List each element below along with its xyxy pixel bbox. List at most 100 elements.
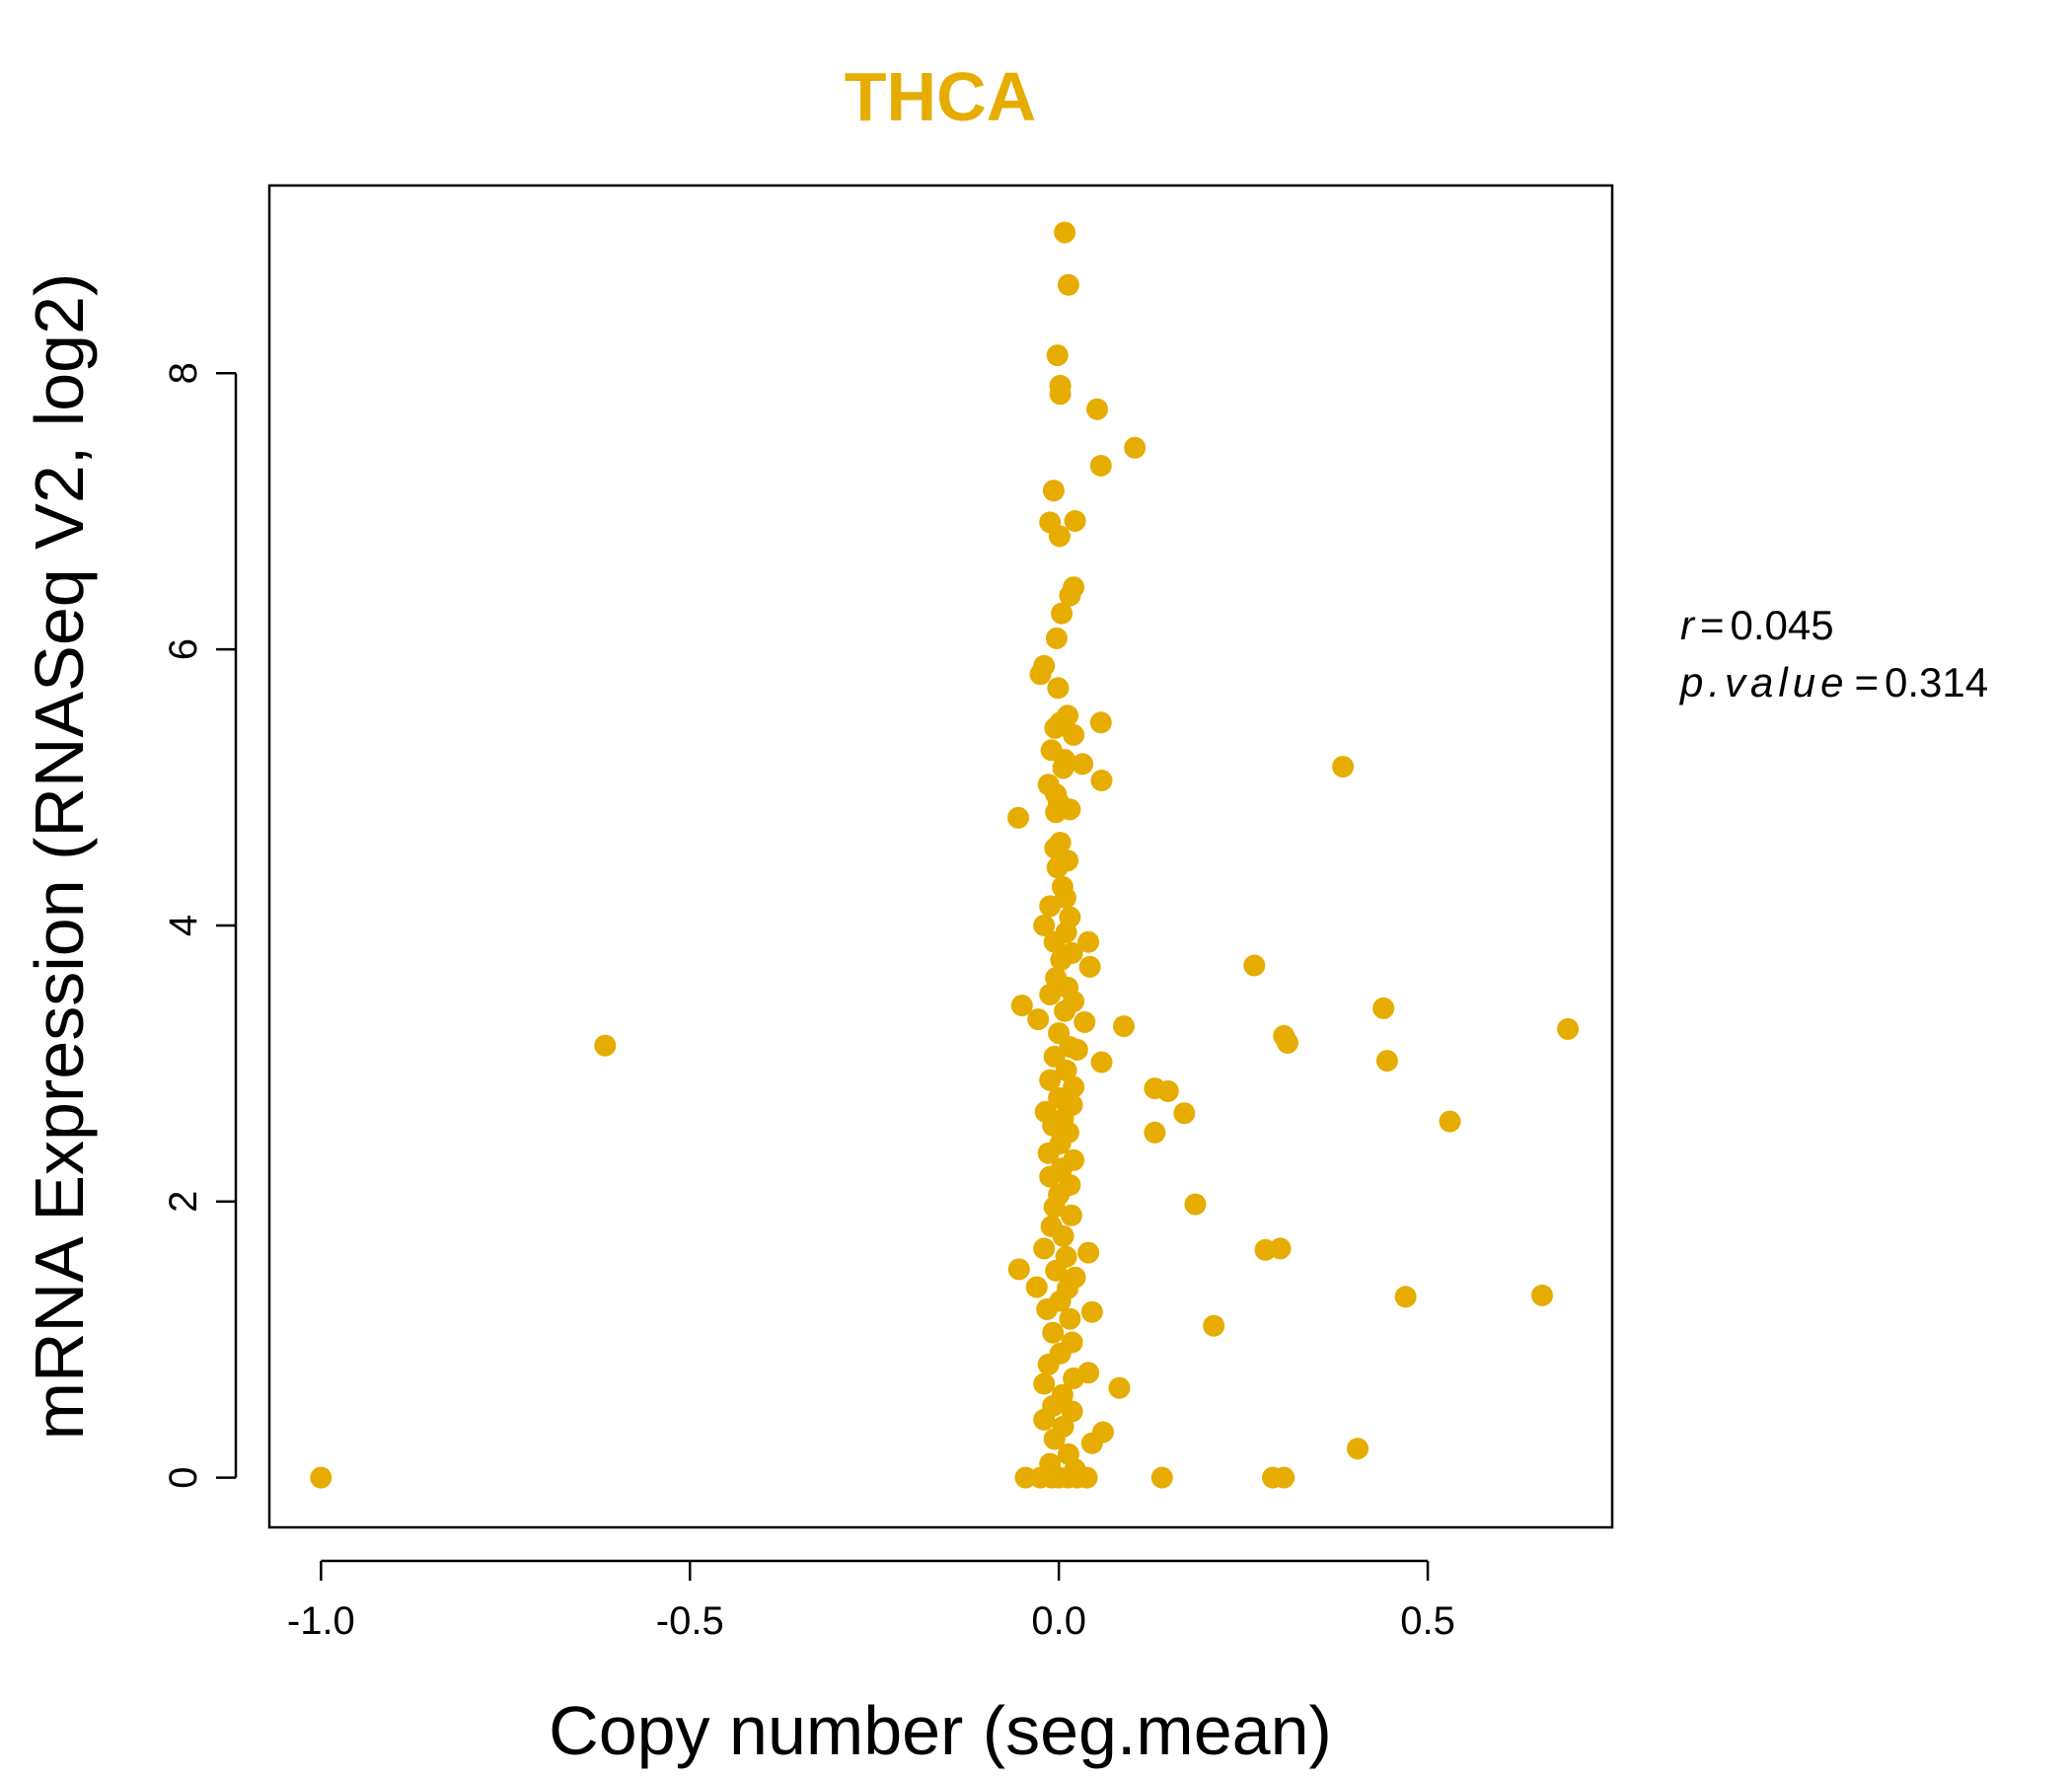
y-tick-label-4: 8	[162, 362, 205, 384]
data-point-145	[1273, 1466, 1295, 1489]
data-point-56	[1010, 995, 1033, 1017]
data-point-17	[1029, 663, 1052, 686]
data-point-66	[594, 1034, 617, 1057]
data-point-90	[1039, 1165, 1062, 1188]
x-tick-label-1: -0.5	[656, 1599, 724, 1643]
data-point-118	[1037, 1353, 1060, 1375]
data-point-8	[1042, 480, 1065, 502]
data-point-113	[1059, 1307, 1081, 1330]
data-point-101	[1269, 1237, 1292, 1260]
data-point-130	[1043, 1428, 1066, 1450]
data-point-51	[1078, 955, 1101, 978]
data-point-59	[1027, 1008, 1050, 1031]
data-point-95	[1060, 1204, 1082, 1226]
data-point-70	[1090, 1051, 1113, 1073]
data-point-0	[1054, 221, 1076, 244]
data-point-42	[1039, 895, 1062, 918]
data-point-50	[1243, 954, 1266, 977]
data-point-121	[1033, 1372, 1056, 1395]
p-value: 0.314	[1885, 659, 1988, 705]
plot-frame	[267, 184, 1614, 1529]
data-point-58	[1054, 999, 1076, 1022]
data-point-114	[1203, 1314, 1225, 1337]
data-point-22	[1044, 716, 1067, 739]
data-point-62	[1557, 1017, 1580, 1040]
data-point-135	[310, 1466, 333, 1489]
data-point-111	[1036, 1297, 1059, 1320]
x-tick-label-0: -1.0	[287, 1599, 355, 1643]
data-point-7	[1089, 455, 1112, 477]
points-group	[310, 221, 1580, 1489]
data-point-120	[1063, 1367, 1085, 1389]
data-point-73	[1039, 1069, 1062, 1091]
data-point-68	[1066, 1038, 1088, 1061]
r-value: 0.045	[1731, 602, 1834, 648]
data-point-74	[1063, 1075, 1085, 1098]
y-axis-label: mRNA Expression (RNASeq V2, log2)	[21, 273, 98, 1441]
data-point-5	[1086, 398, 1108, 420]
data-point-109	[1531, 1284, 1553, 1306]
data-point-54	[1039, 983, 1062, 1005]
data-point-60	[1073, 1010, 1096, 1033]
data-point-34	[1007, 806, 1029, 829]
data-point-23	[1063, 723, 1085, 746]
data-point-97	[1052, 1224, 1074, 1247]
x-axis-label: Copy number (seg.mean)	[549, 1692, 1332, 1769]
data-point-76	[1156, 1079, 1179, 1102]
data-point-131	[1347, 1438, 1369, 1460]
data-point-82	[1439, 1110, 1461, 1133]
x-tick-label-3: 0.5	[1400, 1599, 1455, 1643]
data-point-28	[1090, 770, 1113, 791]
svg-text:r=0.045: r = 0.045	[1680, 602, 1834, 648]
data-point-6	[1124, 436, 1147, 459]
data-point-115	[1042, 1321, 1065, 1344]
r-label: r	[1680, 602, 1696, 648]
data-point-65	[1277, 1031, 1298, 1054]
data-point-126	[1033, 1408, 1056, 1431]
data-point-14	[1051, 602, 1073, 625]
data-point-21	[1089, 711, 1112, 734]
data-point-47	[1077, 930, 1100, 953]
data-point-44	[1033, 915, 1056, 936]
data-point-13	[1059, 584, 1081, 607]
data-point-10	[1064, 510, 1086, 532]
data-point-98	[1077, 1241, 1100, 1264]
data-point-15	[1045, 627, 1068, 649]
data-point-57	[1372, 997, 1395, 1019]
data-point-80	[1173, 1102, 1196, 1125]
data-point-99	[1033, 1237, 1056, 1260]
data-point-49	[1050, 948, 1073, 971]
data-point-143	[1150, 1466, 1173, 1489]
y-tick-label-3: 6	[162, 638, 205, 660]
stats-annotation: r = 0.045 p.value = 0.314	[1678, 602, 1988, 705]
data-point-46	[1043, 930, 1066, 953]
data-point-72	[1055, 1059, 1077, 1081]
data-point-18	[1047, 677, 1070, 700]
data-point-93	[1184, 1193, 1207, 1216]
x-tick-label-2: 0.0	[1031, 1599, 1086, 1643]
chart-title: THCA	[845, 58, 1036, 135]
data-point-26	[1072, 753, 1094, 776]
x-axis: -1.0 -0.5 0.0 0.5	[287, 1559, 1455, 1643]
p-label: p.value	[1678, 659, 1848, 705]
data-point-1	[1057, 273, 1079, 296]
data-point-2	[1046, 344, 1069, 367]
data-point-94	[1043, 1196, 1066, 1219]
data-point-35	[1045, 801, 1068, 824]
y-axis: 0 2 4 6 8	[162, 362, 238, 1489]
data-point-104	[1045, 1259, 1068, 1282]
data-point-4	[1049, 383, 1072, 406]
data-point-39	[1046, 856, 1069, 879]
data-point-103	[1007, 1258, 1030, 1281]
data-point-129	[1080, 1432, 1103, 1454]
data-point-112	[1080, 1300, 1103, 1323]
p-equals: =	[1854, 659, 1879, 705]
svg-text:p.value=0.314: p.value = 0.314	[1678, 659, 1988, 705]
data-point-106	[1025, 1276, 1048, 1298]
r-equals: =	[1700, 602, 1725, 648]
y-tick-label-2: 4	[162, 915, 205, 936]
data-point-11	[1048, 525, 1071, 548]
y-tick-label-0: 0	[162, 1466, 205, 1488]
data-point-29	[1332, 756, 1355, 778]
